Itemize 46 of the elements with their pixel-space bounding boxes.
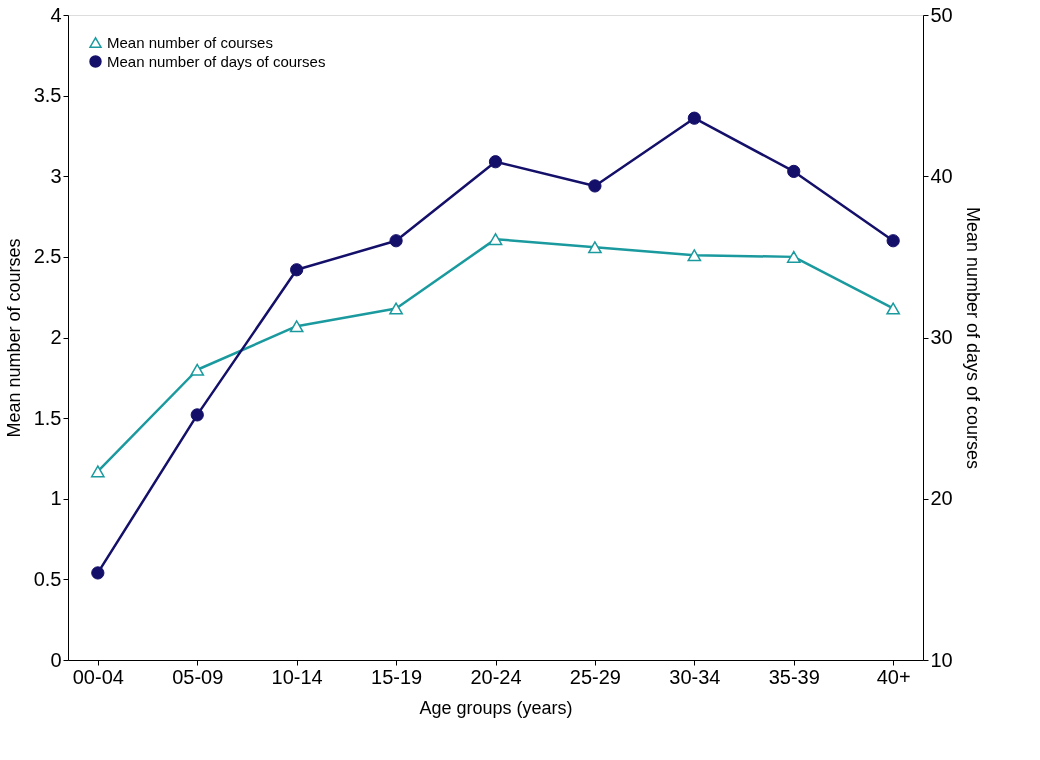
point <box>588 179 602 193</box>
x-tick-label: 20-24 <box>470 665 522 688</box>
point <box>687 249 702 262</box>
y2-tick-label: 40 <box>930 164 953 187</box>
point <box>289 320 304 333</box>
point <box>190 363 205 376</box>
point <box>687 111 701 125</box>
y2-tick-label: 50 <box>930 3 953 26</box>
point <box>190 408 204 422</box>
y2-axis-title: Mean number of days of courses <box>962 206 983 470</box>
y-tick-label: 1 <box>50 487 62 510</box>
x-tick-label: 10-14 <box>271 665 323 688</box>
point <box>290 263 304 277</box>
x-tick-label: 15-19 <box>371 665 423 688</box>
point <box>91 566 105 580</box>
y2-tick-label: 10 <box>930 648 953 671</box>
y-tick-label: 1.5 <box>33 406 62 429</box>
y-tick-label: 3 <box>50 164 62 187</box>
y-axis-title: Mean number of courses <box>3 238 24 438</box>
x-tick-label: 25-29 <box>569 665 621 688</box>
point <box>787 164 801 179</box>
y-tick-label: 0.5 <box>33 567 62 590</box>
x-tick-label: 00-04 <box>72 665 124 688</box>
x-tick-label: 35-39 <box>768 665 820 688</box>
point <box>786 250 801 263</box>
point <box>90 465 105 478</box>
y-tick-label: 0 <box>50 648 62 671</box>
x-tick-label: 40+ <box>876 665 911 688</box>
x-tick-label: 30-34 <box>669 665 721 688</box>
y-tick-label: 3.5 <box>33 84 62 107</box>
y2-tick-label: 30 <box>930 326 953 348</box>
x-tick-label: 05-09 <box>172 665 224 688</box>
point <box>488 233 503 246</box>
point <box>886 234 900 248</box>
legend-label: Mean number of courses <box>107 33 273 51</box>
point <box>389 234 403 248</box>
point <box>389 302 403 315</box>
x-axis-title: Age groups (years) <box>419 697 573 718</box>
point <box>886 302 901 315</box>
point <box>488 155 503 169</box>
point <box>588 241 602 254</box>
y-tick-label: 4 <box>50 3 62 26</box>
y-tick-label: 2.5 <box>33 245 62 268</box>
y2-tick-label: 20 <box>930 487 953 510</box>
legend-label: Mean number of days of courses <box>107 52 326 70</box>
y-tick-label: 2 <box>50 326 62 348</box>
